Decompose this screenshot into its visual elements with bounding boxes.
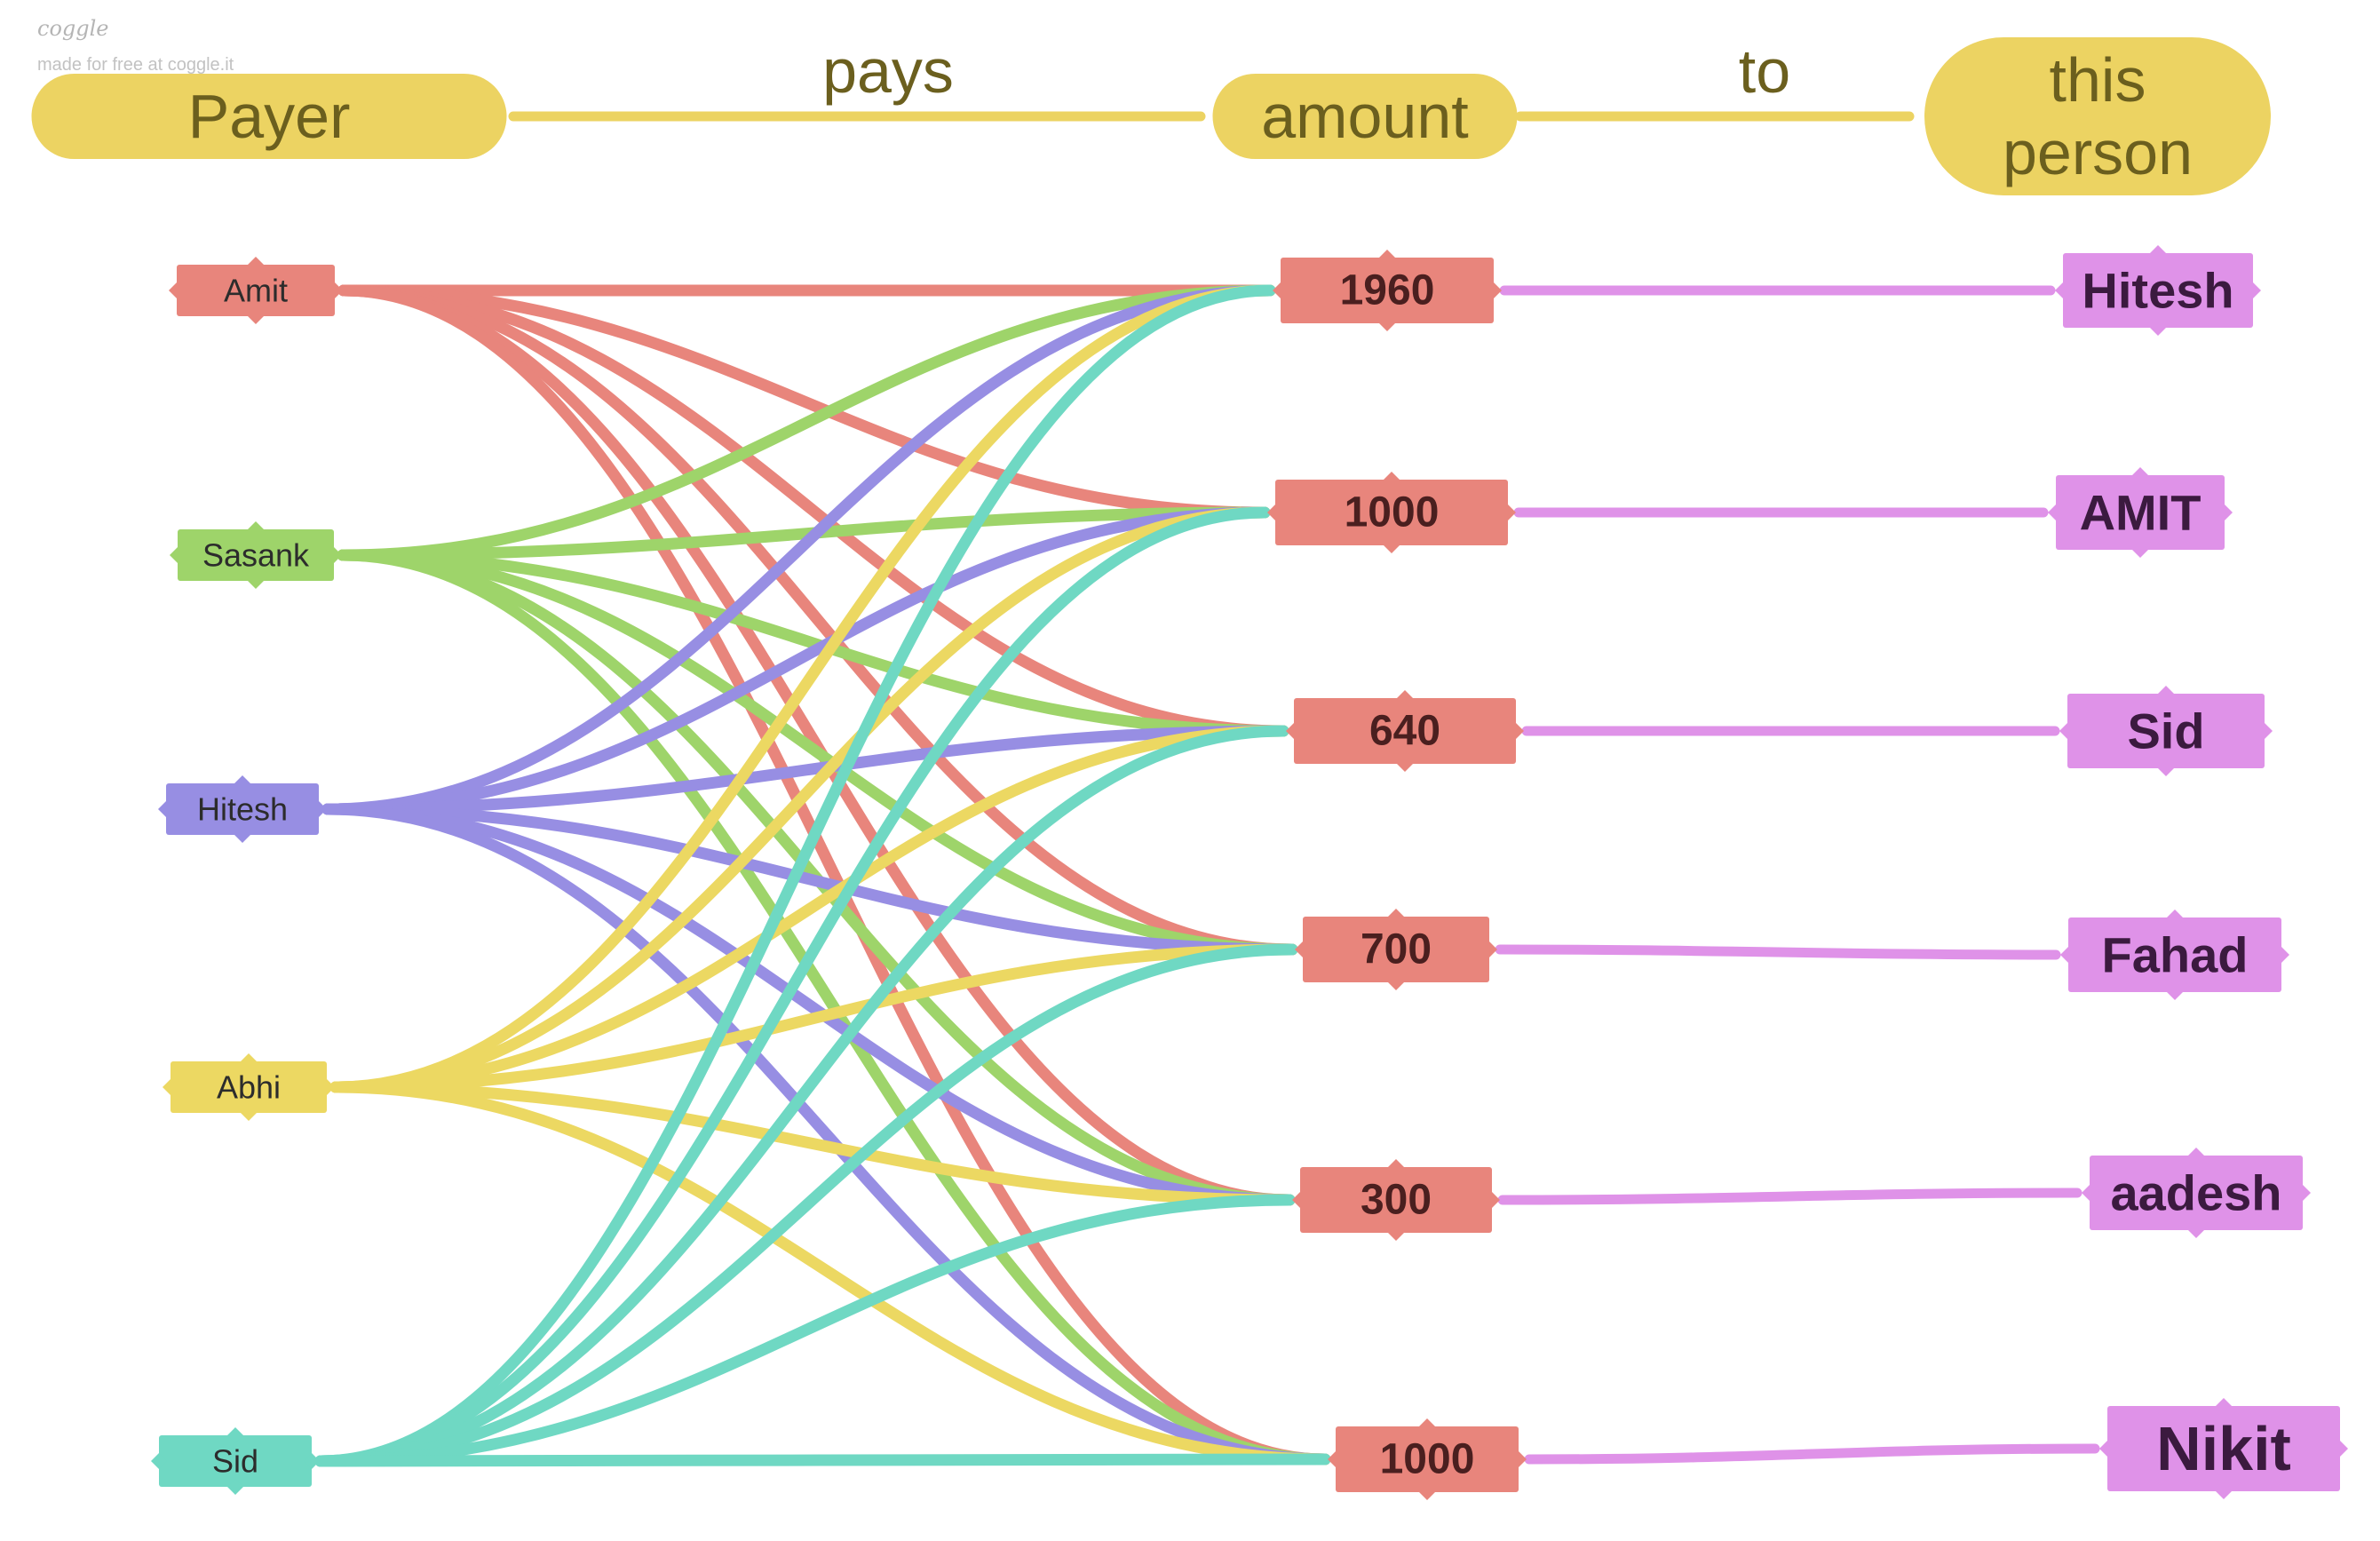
payer-node-amit[interactable] xyxy=(177,265,335,316)
payee-node-label: AMIT xyxy=(2080,485,2202,541)
amount-node-a640[interactable] xyxy=(1294,698,1516,764)
link-abhi-a700 xyxy=(329,943,1298,1093)
link-hitesh-a300 xyxy=(321,803,1296,1206)
amount-node-label: 1960 xyxy=(1340,267,1435,314)
payee-node-label: Sid xyxy=(2127,703,2204,759)
header-edge-label: to xyxy=(1739,36,1790,106)
amount-node-label: 1000 xyxy=(1380,1436,1475,1483)
amount-node-a300[interactable] xyxy=(1300,1167,1492,1233)
header-node-label: Payer xyxy=(188,82,351,151)
link-sid-a1960 xyxy=(314,284,1276,1467)
payer-node-abhi[interactable] xyxy=(171,1061,327,1113)
link-sid-a700 xyxy=(314,943,1298,1467)
amount-node-a1000a[interactable] xyxy=(1275,480,1508,545)
watermark-note: made for free at coggle.it xyxy=(37,55,234,75)
amount-node-a1000b[interactable] xyxy=(1336,1426,1519,1492)
payee-node-label: Fahad xyxy=(2102,927,2249,983)
link-sasank-a1000b xyxy=(337,549,1331,1466)
header-node-payer[interactable] xyxy=(31,74,507,159)
link-sasank-a640 xyxy=(337,549,1289,737)
payer-node-sasank[interactable] xyxy=(178,529,334,581)
link-sid-a640 xyxy=(314,725,1289,1467)
amount-node-label: 300 xyxy=(1361,1177,1432,1224)
link-amit-a1000a xyxy=(337,284,1271,519)
payee-node-label: aadesh xyxy=(2111,1165,2282,1221)
payer-node-hitesh[interactable] xyxy=(166,783,319,835)
payer-node-label: Amit xyxy=(224,273,288,309)
link-sasank-a1960 xyxy=(337,284,1276,561)
link-abhi-a640 xyxy=(329,725,1289,1093)
link-abhi-a1000b xyxy=(329,1081,1331,1466)
link-hitesh-a1000a xyxy=(321,506,1271,815)
payee-node-p-amit[interactable] xyxy=(2056,475,2225,550)
header-node-person[interactable] xyxy=(1924,37,2271,195)
payee-node-p-nikit[interactable] xyxy=(2107,1406,2340,1491)
link-a700-p-fahad xyxy=(1495,944,2061,960)
payer-node-label: Sid xyxy=(212,1443,258,1480)
link-abhi-a1960 xyxy=(329,284,1276,1093)
links-layer xyxy=(314,111,2100,1467)
link-hitesh-a1960 xyxy=(321,284,1276,815)
link-hitesh-a1000b xyxy=(321,803,1331,1466)
header-node-amount[interactable] xyxy=(1212,74,1518,159)
payee-node-p-aadesh[interactable] xyxy=(2090,1156,2303,1230)
link-amit-a1000b xyxy=(337,284,1331,1466)
link-a1000b-p-nikit xyxy=(1524,1443,2100,1465)
payee-node-p-fahad[interactable] xyxy=(2068,917,2281,992)
amount-node-label: 640 xyxy=(1369,708,1440,755)
header-node-label: this xyxy=(2050,45,2146,115)
payee-node-label: Hitesh xyxy=(2082,263,2233,319)
payee-node-p-sid[interactable] xyxy=(2067,694,2265,768)
payer-node-label: Hitesh xyxy=(197,791,288,828)
link-amit-a640 xyxy=(337,284,1289,737)
payee-node-p-hitesh[interactable] xyxy=(2063,253,2253,328)
amount-node-label: 700 xyxy=(1361,926,1432,973)
payee-node-label: Nikit xyxy=(2156,1414,2291,1483)
amount-node-a700[interactable] xyxy=(1303,917,1489,982)
link-sid-a1000a xyxy=(314,506,1271,1467)
link-sasank-a700 xyxy=(337,549,1298,956)
payer-node-label: Abhi xyxy=(217,1069,281,1106)
link-abhi-a1000a xyxy=(329,506,1271,1093)
header-edge-label: pays xyxy=(822,36,954,106)
link-sasank-a1000a xyxy=(337,506,1271,561)
header-node-label: person xyxy=(2003,118,2193,187)
link-sid-a1000b xyxy=(314,1453,1331,1467)
payer-node-sid[interactable] xyxy=(159,1435,312,1487)
header-node-label: amount xyxy=(1261,82,1468,151)
coggle-logo: coggle xyxy=(37,16,109,41)
link-hitesh-a700 xyxy=(321,803,1298,956)
link-hitesh-a640 xyxy=(321,725,1289,815)
link-a300-p-aadesh xyxy=(1497,1188,2082,1205)
link-sid-a300 xyxy=(314,1194,1296,1467)
amount-node-label: 1000 xyxy=(1345,489,1440,536)
link-abhi-a300 xyxy=(329,1081,1296,1206)
link-amit-a700 xyxy=(337,284,1298,956)
amount-node-a1960[interactable] xyxy=(1281,258,1494,323)
payer-node-label: Sasank xyxy=(202,537,310,574)
